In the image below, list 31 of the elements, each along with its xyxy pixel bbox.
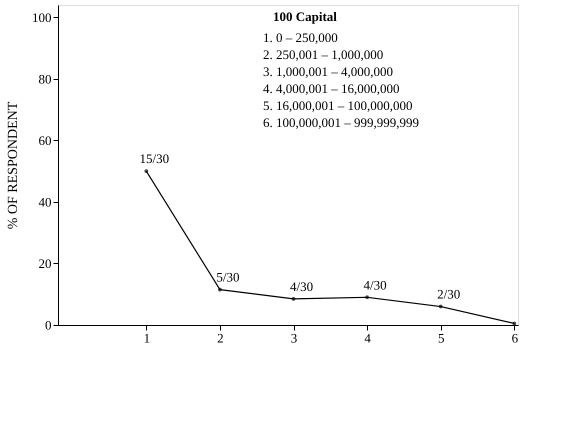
x-tick-label: 1 xyxy=(144,330,150,346)
annotation: 3. 1,000,001 – 4,000,000 xyxy=(263,64,393,79)
annotation: 5. 16,000,001 – 100,000,000 xyxy=(263,98,412,113)
data-label: 15/30 xyxy=(140,151,170,166)
y-tick-label: 100 xyxy=(32,10,52,25)
annotation: 1. 0 – 250,000 xyxy=(263,30,338,45)
y-tick-label: 0 xyxy=(45,318,52,332)
annotation: 4. 4,000,001 – 16,000,000 xyxy=(263,81,400,96)
annotation: 6. 100,000,001 – 999,999,999 xyxy=(263,115,419,130)
point xyxy=(512,322,516,326)
data-label: 2/30 xyxy=(437,286,460,302)
y-axis-title: % OF RESPONDENT xyxy=(6,101,21,230)
x-tick-label: 2 xyxy=(217,330,224,346)
x-tick-label: 4 xyxy=(364,330,372,346)
point xyxy=(292,296,296,301)
point xyxy=(438,304,443,308)
y-tick-label: 40 xyxy=(38,194,52,210)
point xyxy=(365,295,369,300)
y-tick-label: 60 xyxy=(38,132,52,148)
y-tick-label: 20 xyxy=(38,256,52,271)
data-label: 4/30 xyxy=(364,277,387,292)
data-label: 5/30 xyxy=(216,270,240,285)
x-tick-label: 5 xyxy=(438,330,444,346)
point xyxy=(144,169,148,174)
x-tick-label: 3 xyxy=(290,330,298,346)
annotation: 100 Capital xyxy=(273,9,338,24)
y-tick-label: 80 xyxy=(38,71,52,86)
x-tick-label: 6 xyxy=(512,330,519,346)
point xyxy=(218,288,222,292)
data-label: 4/30 xyxy=(290,278,314,294)
annotation: 2. 250,001 – 1,000,000 xyxy=(263,47,384,62)
